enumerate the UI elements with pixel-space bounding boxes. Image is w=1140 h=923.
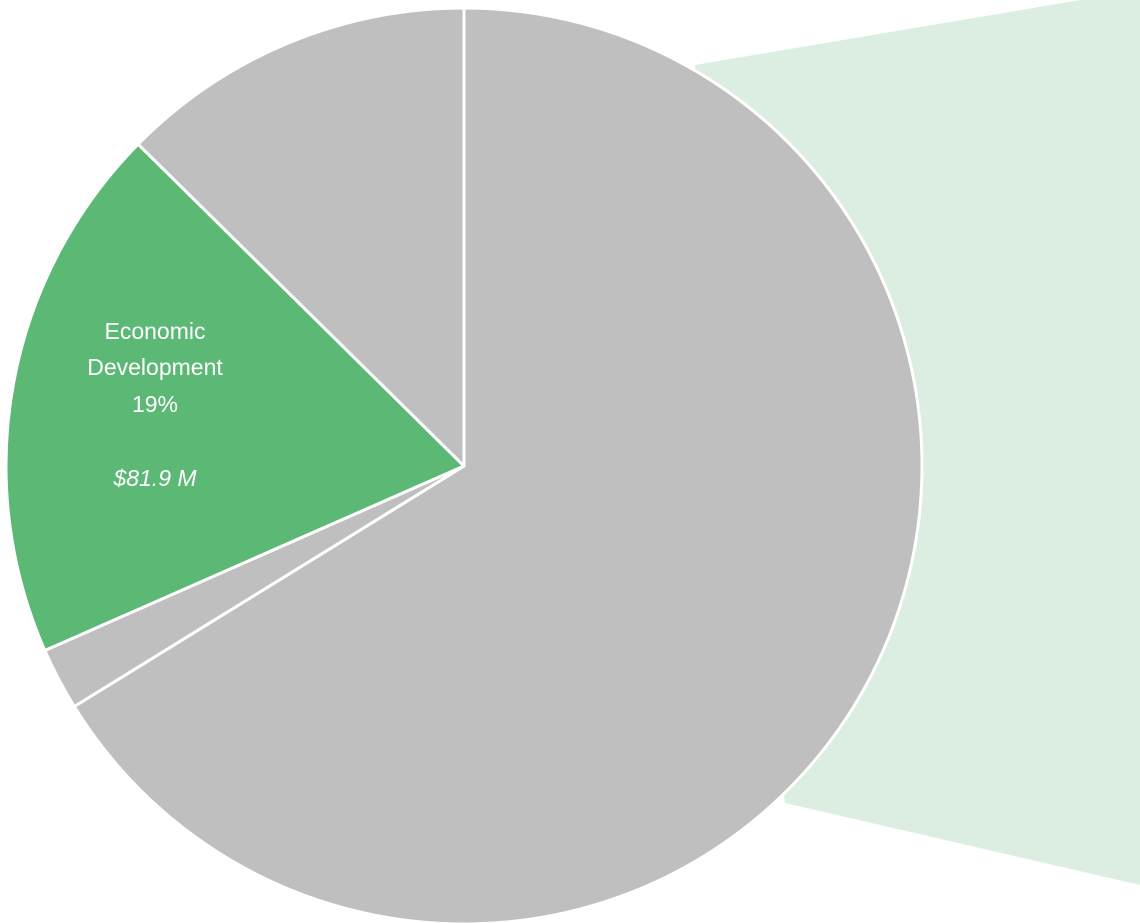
pie-slice-3 [4,142,466,653]
pie-slice-4 [136,6,466,468]
pie-labels: Economic Development 19% $81.9 M [87,318,223,491]
slice-label-line-2: Development [87,354,223,380]
pie-slice-1 [72,6,924,923]
slice-percent-label: 19% [132,391,178,417]
slice-value-label: $81.9 M [112,465,197,491]
pie-slices [4,6,924,923]
slice-label-line-1: Economic [105,318,206,344]
